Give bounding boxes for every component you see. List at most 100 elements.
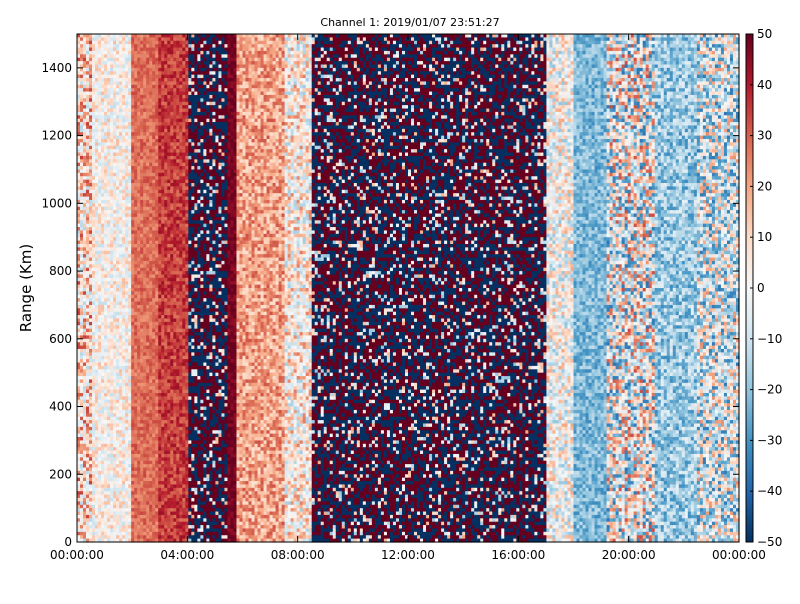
heatmap-cell [86,64,90,69]
heatmap-cell [83,237,87,242]
heatmap-cell [107,267,111,272]
heatmap-cell [119,132,123,137]
heatmap-cell [101,152,105,157]
heatmap-cell [119,199,123,204]
heatmap-cell [119,57,123,62]
heatmap-cell [113,372,117,377]
heatmap-cell [107,47,111,52]
heatmap-cell [131,105,135,110]
heatmap-cell [110,34,114,38]
heatmap-cell [101,467,105,472]
heatmap-cell [86,152,90,157]
heatmap-cell [101,189,105,194]
heatmap-cell [128,94,132,99]
heatmap-cell [113,166,117,171]
heatmap-cell [101,477,105,482]
heatmap-cell [110,88,114,93]
heatmap-cell [80,128,84,133]
heatmap-cell [101,98,105,103]
heatmap-cell [101,111,105,116]
heatmap-cell [107,369,111,374]
heatmap-cell [107,342,111,347]
heatmap-cell [95,142,99,147]
heatmap-cell [98,528,102,533]
heatmap-cell [113,84,117,89]
heatmap-cell [122,179,126,184]
heatmap-cell [122,233,126,238]
heatmap-cell [80,145,84,150]
heatmap-cell [92,193,96,198]
heatmap-cell [89,176,93,181]
heatmap-cell [110,237,114,242]
heatmap-cell [86,396,90,401]
heatmap-cell [119,186,123,191]
heatmap-cell [116,213,120,218]
heatmap-cell [98,291,102,296]
heatmap-cell [125,325,129,330]
heatmap-cell [83,281,87,286]
heatmap-cell [92,355,96,360]
heatmap-cell [116,84,120,89]
heatmap-cell [113,464,117,469]
heatmap-cell [107,206,111,211]
heatmap-cell [89,301,93,306]
heatmap-cell [128,359,132,364]
heatmap-cell [128,230,132,235]
heatmap-cell [122,220,126,225]
heatmap-cell [119,535,123,540]
heatmap-cell [110,64,114,69]
heatmap-cell [77,511,81,516]
heatmap-cell [116,172,120,177]
heatmap-cell [89,37,93,42]
heatmap-cell [104,189,108,194]
heatmap-cell [77,210,81,215]
heatmap-cell [128,189,132,194]
heatmap-cell [95,396,99,401]
heatmap-cell [86,111,90,116]
heatmap-cell [107,125,111,130]
heatmap-cell [80,352,84,357]
heatmap-cell [119,240,123,245]
heatmap-cell [125,420,129,425]
heatmap-cell [95,50,99,55]
heatmap-cell [104,193,108,198]
heatmap-cell [107,94,111,99]
heatmap-cell [125,122,129,127]
heatmap-cell [89,389,93,394]
heatmap-cell [98,125,102,130]
heatmap-cell [131,40,135,45]
heatmap-cell [116,40,120,45]
heatmap-cell [125,372,129,377]
heatmap-cell [128,264,132,269]
heatmap-cell [89,406,93,411]
heatmap-cell [92,325,96,330]
heatmap-cell [83,447,87,452]
heatmap-cell [116,216,120,221]
heatmap-cell [92,91,96,96]
heatmap-cell [119,362,123,367]
heatmap-cell [77,98,81,103]
heatmap-cell [98,162,102,167]
heatmap-cell [95,399,99,404]
heatmap-cell [95,467,99,472]
heatmap-cell [89,61,93,66]
heatmap-cell [122,138,126,143]
heatmap-cell [113,128,117,133]
heatmap-cell [128,311,132,316]
heatmap-cell [86,521,90,526]
heatmap-cell [98,101,102,106]
heatmap-cell [113,304,117,309]
heatmap-cell [104,386,108,391]
heatmap-cell [101,406,105,411]
heatmap-cell [89,481,93,486]
heatmap-cell [83,267,87,272]
heatmap-cell [119,267,123,272]
heatmap-cell [89,345,93,350]
heatmap-cell [86,260,90,265]
heatmap-cell [113,420,117,425]
heatmap-cell [89,67,93,72]
heatmap-cell [110,440,114,445]
heatmap-cell [98,250,102,255]
heatmap-cell [104,155,108,160]
heatmap-cell [83,64,87,69]
